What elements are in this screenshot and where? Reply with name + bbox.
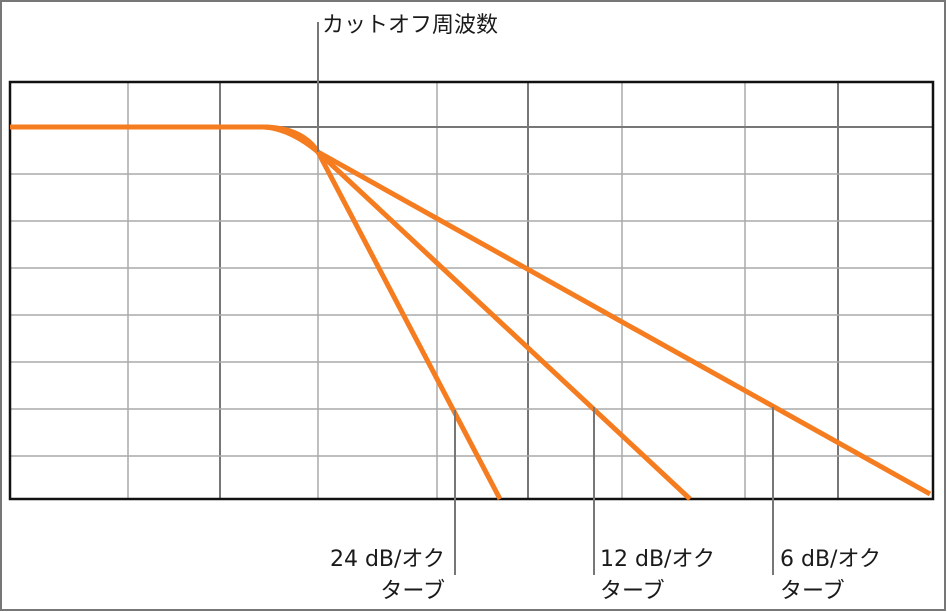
slope-label: 12 dB/オク <box>600 547 715 572</box>
slope-label: 6 dB/オク <box>780 547 881 572</box>
grid <box>8 80 935 501</box>
slope-label: ターブ <box>380 579 445 604</box>
cutoff-label: カットオフ周波数 <box>322 13 498 38</box>
slope-label: ターブ <box>780 579 845 604</box>
slope-label: ターブ <box>600 579 665 604</box>
slope-label: 24 dB/オク <box>330 547 445 572</box>
